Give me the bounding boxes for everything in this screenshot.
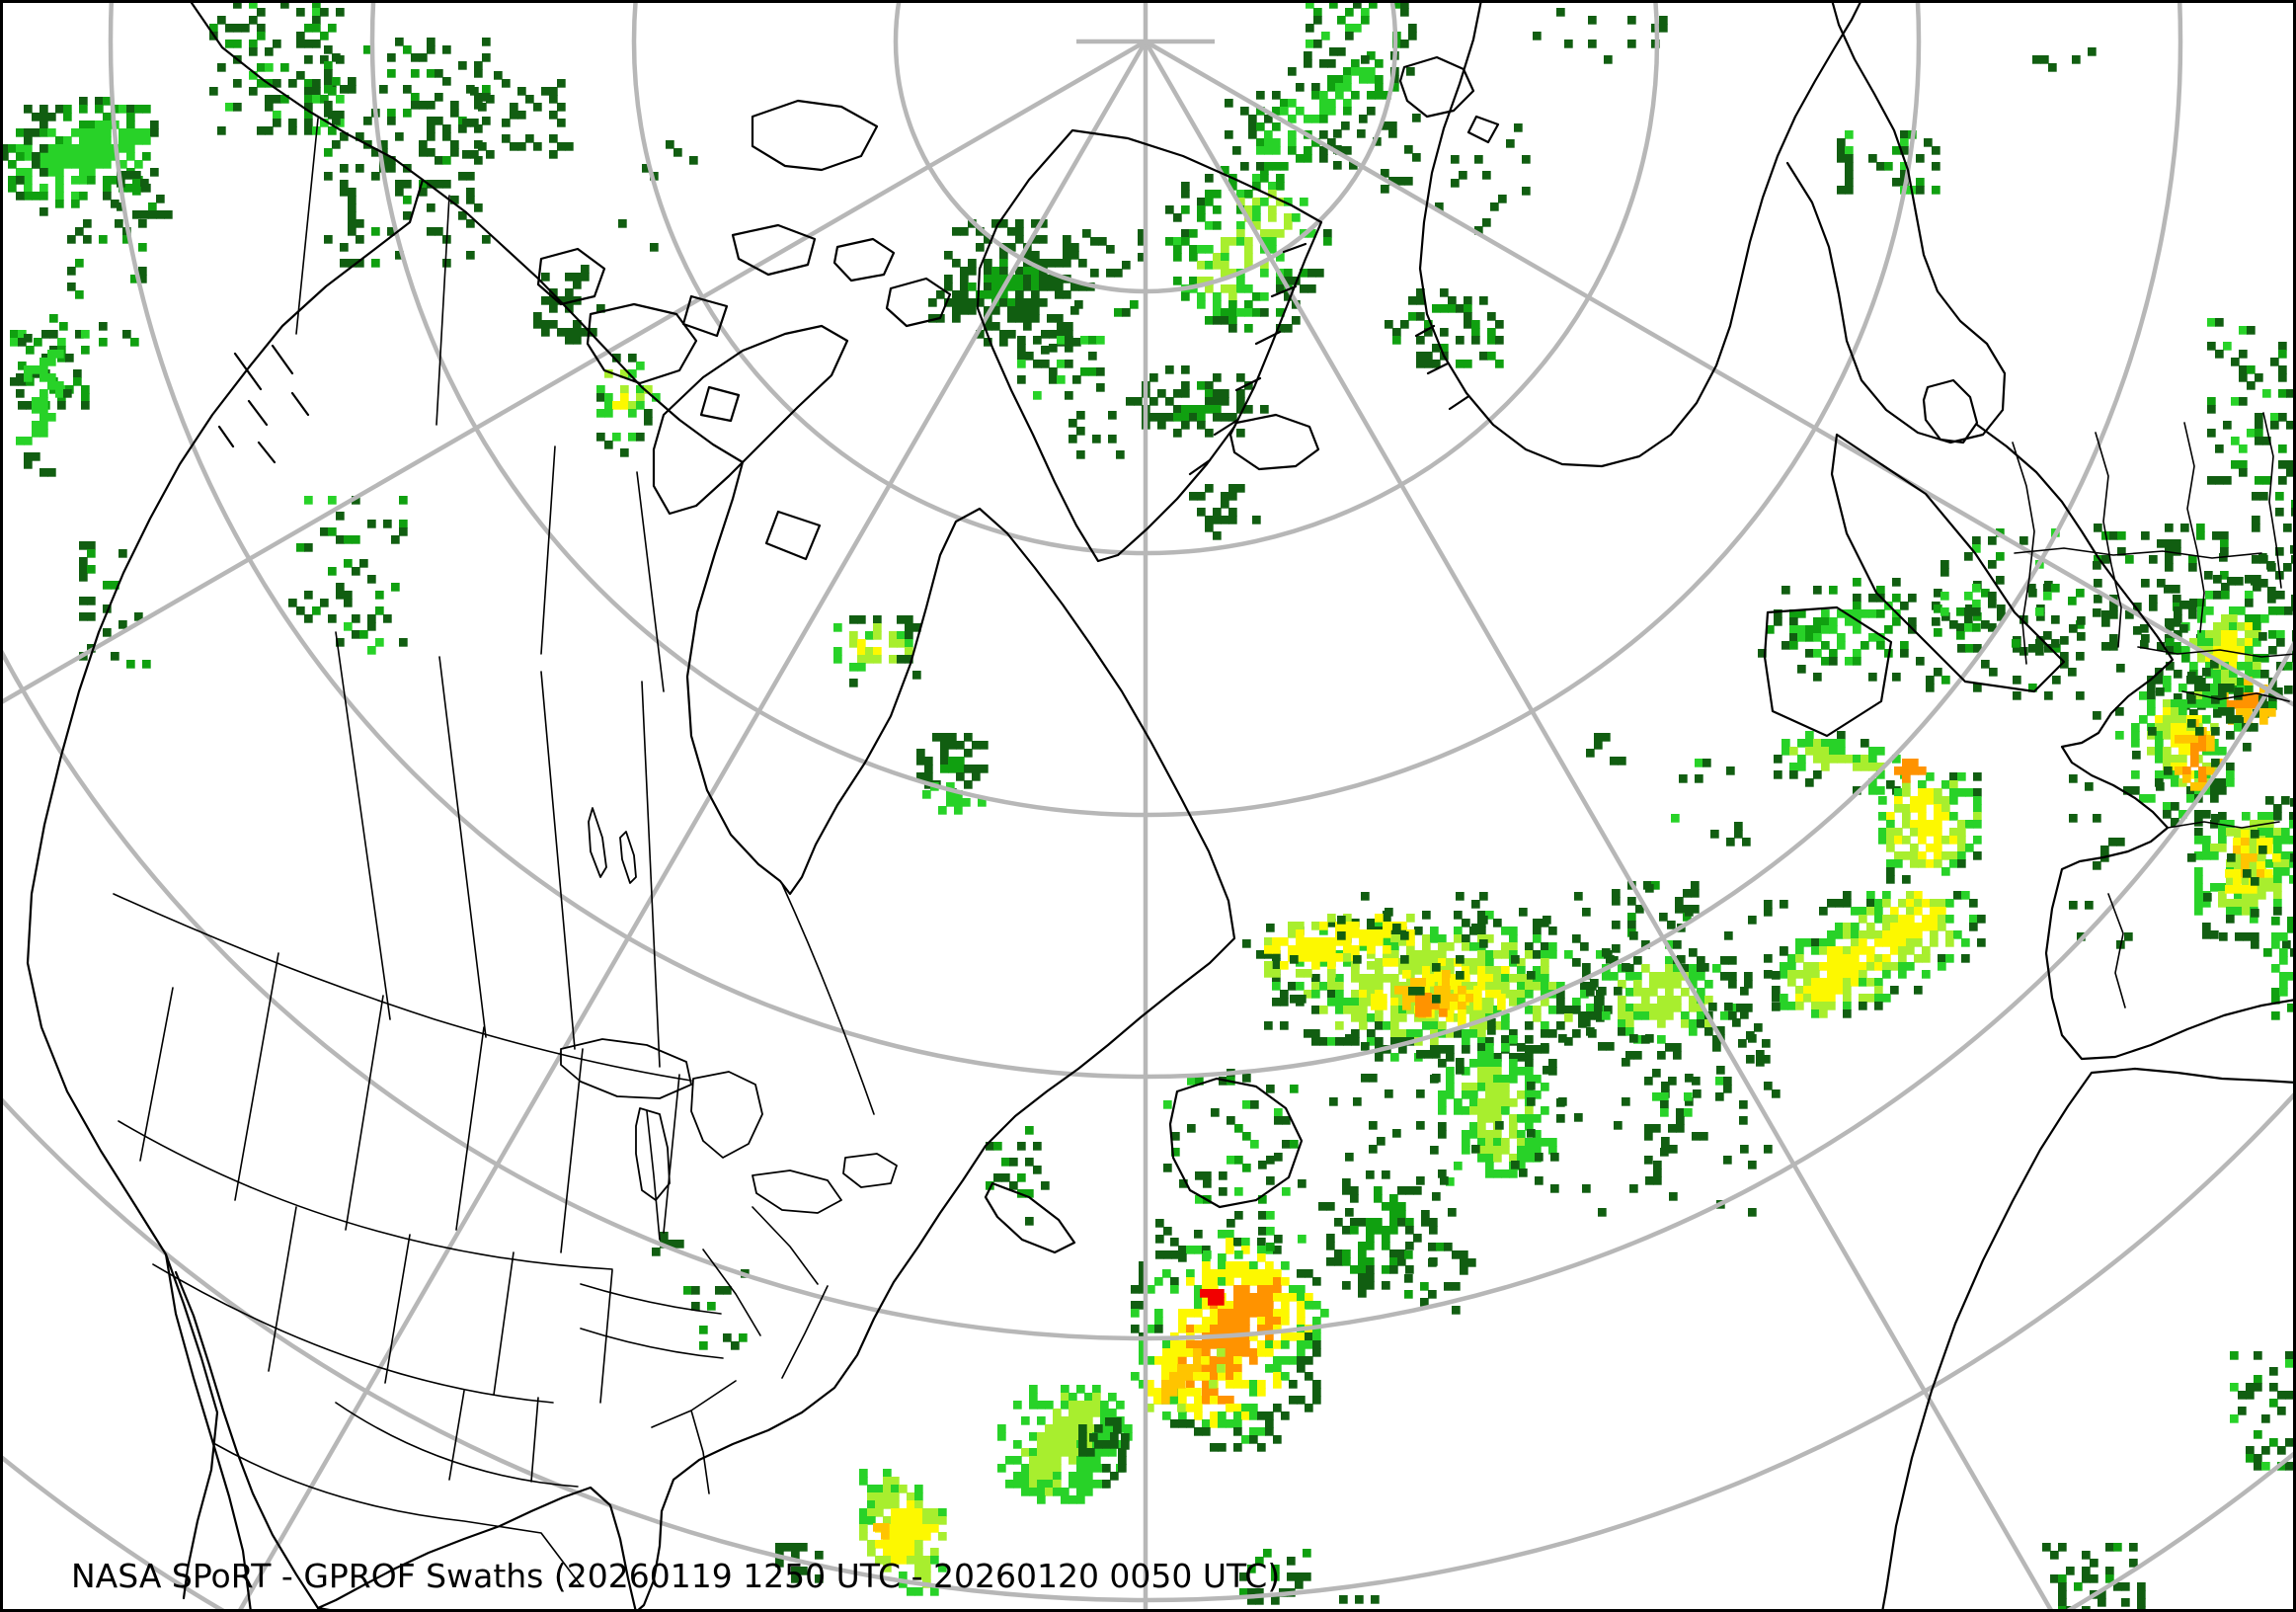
lake-huron: [690, 1071, 763, 1159]
borders-europe: [2012, 412, 2296, 1008]
coastline-gulf-of-mexico: [316, 1486, 638, 1612]
coastline-baltic: [1785, 0, 2007, 444]
island-banks: [536, 247, 606, 306]
border-alaska-yukon: [295, 118, 319, 335]
coastline-north-america-west: [26, 0, 425, 1612]
coastline-alaska-panhandle-islands: [217, 344, 310, 464]
lake-erie: [752, 1169, 842, 1214]
island-arctic-small-1: [885, 277, 952, 328]
island-somerset: [681, 294, 729, 338]
graticule-meridian: [236, 40, 1148, 1612]
island-arctic-small-2: [832, 237, 896, 282]
coastline-scandinavia: [1418, 0, 1863, 468]
island-victoria: [586, 302, 698, 385]
island-baffin: [652, 324, 849, 516]
border-us-mexico: [214, 1443, 582, 1586]
border-us-states-arcs: [118, 1120, 724, 1488]
border-us-canada: [113, 893, 692, 1082]
coastline-denmark: [1922, 378, 1979, 444]
island-southampton: [764, 510, 822, 561]
coastline-africa-northwest: [1880, 1067, 2296, 1612]
island-devon: [731, 223, 817, 277]
coastline-europe-west: [1975, 423, 2296, 1061]
graticule-meridian: [1144, 40, 2296, 709]
map-caption: NASA SPoRT - GPROF Swaths (20260119 1250…: [71, 1557, 1280, 1595]
border-canada-territories: [435, 195, 665, 692]
border-canada-provinces: [335, 631, 875, 1115]
borders-layer: [113, 118, 2296, 1586]
coastline-arctic-hudson-eastcoast: [421, 178, 1236, 1612]
coastline-layer: [26, 0, 2296, 1612]
coastline-gulf-of-california: [174, 1270, 343, 1612]
island-ellesmere: [751, 99, 879, 172]
island-newfoundland: [1168, 1077, 1304, 1209]
island-king-william: [699, 385, 741, 423]
coastline-great-britain: [1830, 433, 2066, 693]
coastline-greenland: [976, 128, 1323, 563]
greenland-east-fjords: [1188, 242, 1307, 476]
islands-svalbard: [1398, 55, 1500, 144]
graticule-meridian: [1144, 40, 2055, 1612]
coastline-ireland: [1763, 605, 1893, 738]
island-nova-scotia: [984, 1181, 1076, 1254]
norway-lofoten-stubs: [1414, 324, 1469, 411]
island-iceland: [1228, 413, 1320, 471]
lake-winnipeg: [588, 807, 637, 884]
coastline-baja-peninsula: [164, 1252, 219, 1600]
graticule-meridian: [0, 40, 1148, 706]
lake-ontario: [842, 1153, 898, 1188]
border-us-states-east: [646, 1110, 829, 1494]
